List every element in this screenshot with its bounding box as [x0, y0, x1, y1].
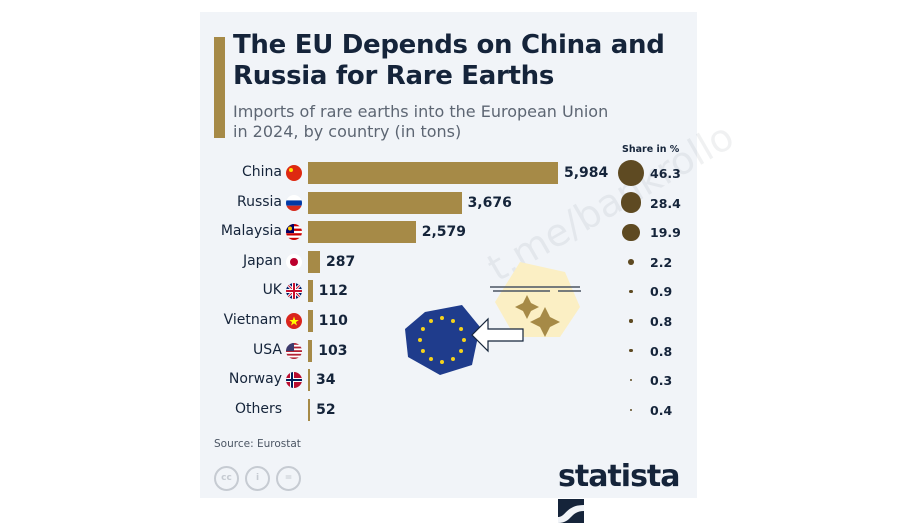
sparkle-hexagon [495, 262, 580, 337]
usa-flag-icon [286, 342, 302, 359]
share-label: 0.8 [650, 314, 673, 329]
share-bubble [629, 348, 633, 353]
eu-star-icon [462, 338, 466, 342]
statista-logo-icon [558, 499, 584, 523]
bar-row-malaysia: Malaysia 2,579 19.9 [200, 221, 697, 244]
value-label: 34 [316, 372, 336, 389]
category-label: Others [234, 400, 282, 417]
category-label: Japan [242, 252, 282, 269]
eu-star-icon [451, 318, 455, 323]
value-label: 112 [318, 283, 348, 300]
bar [308, 310, 313, 332]
category-label: Malaysia [220, 223, 282, 240]
vietnam-flag-icon [286, 313, 302, 329]
bar-row-vietnam: Vietnam 110 0.8 [200, 310, 697, 332]
no-derivatives-icon: = [276, 466, 301, 491]
japan-flag-icon [286, 253, 302, 270]
share-bubble [629, 319, 633, 323]
value-label: 2,579 [421, 224, 467, 241]
bar [308, 398, 311, 421]
source-note: Source: Eurostat [214, 438, 301, 450]
eu-star-icon [451, 357, 455, 362]
bar-row-japan: Japan 287 2.2 [200, 250, 697, 273]
russia-flag-icon [286, 194, 302, 211]
arrow-icon [471, 317, 524, 353]
share-label: 0.3 [650, 373, 673, 389]
bar [308, 221, 416, 244]
share-label: 46.3 [650, 166, 681, 181]
share-bubble [629, 379, 633, 382]
malaysia-flag-icon [286, 224, 302, 241]
eu-star-icon [459, 327, 464, 331]
value-label: 103 [318, 342, 348, 359]
share-bubble [628, 258, 634, 265]
bar-row-russia: Russia 3,676 28.4 [200, 191, 697, 214]
eu-star-icon [459, 349, 464, 353]
chart-subtitle: Imports of rare earths into the European… [233, 102, 609, 141]
cc-license-icon: cc [214, 466, 239, 491]
bar-row-china: China 5,984 46.3 [200, 160, 697, 186]
eu-star-icon [429, 318, 433, 323]
bar [308, 191, 462, 214]
share-bubble [629, 408, 633, 411]
value-label: 5,984 [564, 165, 609, 181]
chart-title: The EU Depends on China and Russia for R… [233, 30, 665, 91]
share-bubble [622, 223, 640, 241]
uk-flag-icon [286, 283, 302, 300]
share-label: 19.9 [650, 225, 681, 241]
infographic-card: The EU Depends on China and Russia for R… [200, 12, 741, 523]
bar [308, 162, 558, 184]
norway-flag-icon [286, 372, 302, 389]
bar-row-others: Others 52 0.4 [200, 398, 697, 421]
eu-star-icon [429, 357, 433, 362]
category-label: Russia [236, 193, 282, 210]
category-label: Norway [228, 371, 282, 388]
value-label: 52 [316, 401, 336, 418]
share-header: Share in % [622, 144, 680, 155]
eu-star-icon [440, 316, 444, 320]
share-label: 0.4 [650, 402, 673, 418]
eu-flag-hexagon [405, 305, 480, 375]
category-label: UK [262, 282, 282, 299]
eu-illustration [405, 262, 581, 375]
bar-row-usa: USA 103 0.8 [200, 339, 697, 362]
sparkle-icon [515, 295, 560, 337]
share-bubble [620, 192, 642, 213]
category-label: Vietnam [223, 312, 282, 328]
attribution-icon: i [245, 466, 270, 491]
bar-row-norway: Norway 34 0.3 [200, 369, 697, 392]
eu-star-icon [420, 327, 425, 331]
eu-star-icon [418, 338, 422, 342]
statista-logo: statista [558, 459, 697, 529]
eu-star-icon [440, 360, 444, 364]
bar [308, 369, 310, 392]
share-label: 0.9 [650, 284, 673, 300]
share-bubble [629, 289, 633, 294]
share-label: 28.4 [650, 195, 681, 211]
eu-star-icon [420, 349, 425, 353]
category-label: USA [253, 341, 282, 358]
bar [308, 250, 320, 273]
value-label: 110 [318, 313, 348, 329]
value-label: 3,676 [467, 194, 512, 211]
value-label: 287 [325, 253, 356, 270]
bar [308, 339, 313, 362]
share-bubble [618, 160, 644, 186]
china-flag-icon [286, 165, 302, 181]
share-label: 2.2 [650, 254, 673, 270]
category-label: China [242, 164, 282, 180]
bar [308, 280, 313, 303]
share-label: 0.8 [650, 343, 673, 359]
title-accent-bar [214, 37, 225, 138]
bar-row-uk: UK 112 0.9 [200, 280, 697, 303]
